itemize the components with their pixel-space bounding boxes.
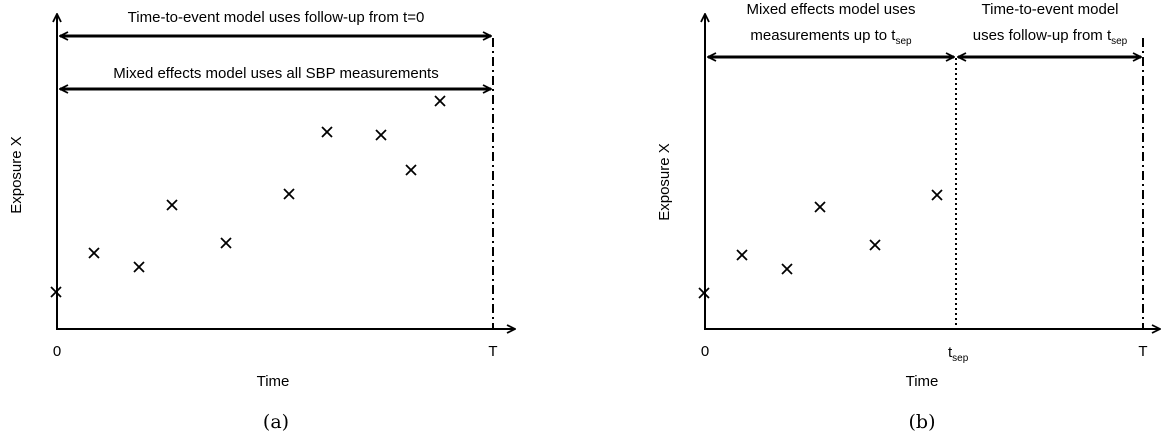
panel-a-time-to-event-text: Time-to-event model uses follow-up from … xyxy=(128,9,425,26)
panel-a-measurement-mark xyxy=(321,126,333,138)
panel-a-origin-label: 0 xyxy=(53,343,61,360)
panel-a-measurement-mark xyxy=(133,261,145,273)
panel-b-end-label: T xyxy=(1138,343,1147,360)
panel-a-measurements xyxy=(50,95,446,298)
panel-a-measurement-mark xyxy=(166,199,178,211)
panel-a-end-label: T xyxy=(488,343,497,360)
panel-b-time-to-event-text-line2: uses follow-up from tsep xyxy=(973,27,1128,47)
panel-a-y-axis-label: Exposure X xyxy=(8,136,25,214)
panel-a-measurement-mark xyxy=(220,237,232,249)
panel-b-y-axis-label: Exposure X xyxy=(656,143,673,221)
panel-a-measurement-mark xyxy=(375,129,387,141)
panel-a-x-axis-label: Time xyxy=(257,373,290,390)
panel-a-measurement-mark xyxy=(88,247,100,259)
panel-b-measurement-mark xyxy=(736,249,748,261)
panel-b-mixed-effects-text-line1: Mixed effects model uses xyxy=(747,1,916,18)
panel-b-measurements xyxy=(698,189,943,299)
panel-a-measurement-mark xyxy=(434,95,446,107)
panel-b-measurement-mark xyxy=(781,263,793,275)
panel-b-measurement-mark xyxy=(814,201,826,213)
panel-b-x-axis-label: Time xyxy=(906,373,939,390)
panel-b-measurement-mark xyxy=(698,287,710,299)
panel-a-measurement-mark xyxy=(405,164,417,176)
panel-a-mixed-effects-text: Mixed effects model uses all SBP measure… xyxy=(113,65,438,82)
panel-a-measurement-mark xyxy=(50,286,62,298)
panel-b-measurement-mark xyxy=(869,239,881,251)
panel-b-separation-label: tsep xyxy=(948,344,969,364)
panel-a-caption: (a) xyxy=(263,411,289,433)
panel-a-measurement-mark xyxy=(283,188,295,200)
panel-b-origin-label: 0 xyxy=(701,343,709,360)
panel-b-measurement-mark xyxy=(931,189,943,201)
panel-b-mixed-effects-text-line2: measurements up to tsep xyxy=(750,27,912,47)
panel-b-caption: (b) xyxy=(909,411,936,433)
panel-b: Mixed effects model uses measurements up… xyxy=(656,1,1160,433)
panel-a: Time-to-event model uses follow-up from … xyxy=(8,9,515,433)
panel-b-time-to-event-text-line1: Time-to-event model xyxy=(982,1,1119,18)
